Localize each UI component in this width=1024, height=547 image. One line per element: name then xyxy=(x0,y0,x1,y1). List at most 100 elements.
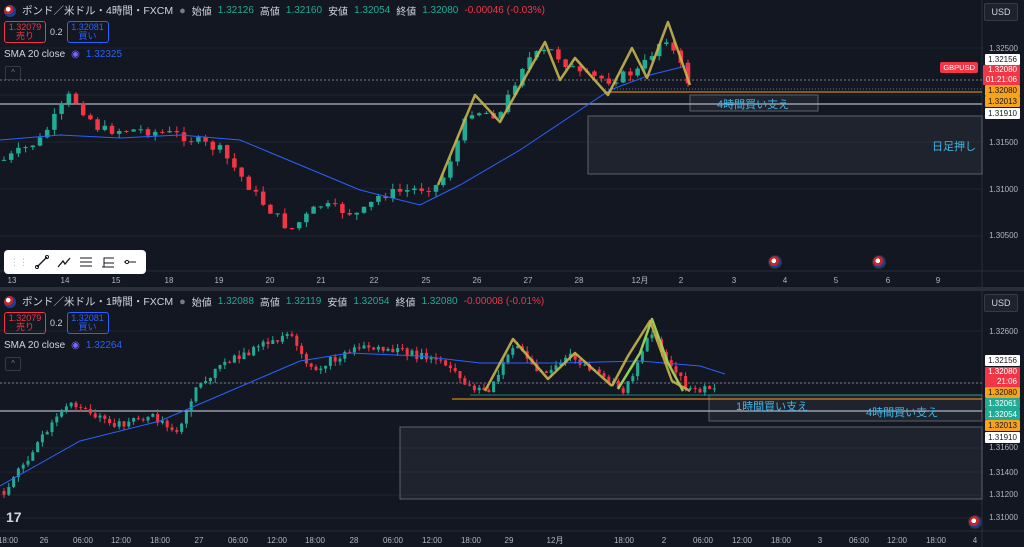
candle-body xyxy=(165,420,169,428)
candle-body xyxy=(656,43,662,57)
candle-body xyxy=(40,434,44,443)
sma-legend[interactable]: SMA 20 close ◉ 1.32325 xyxy=(4,49,122,60)
candle-body xyxy=(440,177,446,186)
symbol-title[interactable]: ポンド／米ドル・4時間・FXCM xyxy=(22,5,174,17)
sell-button[interactable]: 1.32079 売り xyxy=(4,312,46,334)
candle-body xyxy=(693,387,697,389)
candle-body xyxy=(404,190,410,192)
candle-body xyxy=(328,357,332,366)
candle-body xyxy=(64,406,68,411)
legend-1h: ポンド／米ドル・1時間・FXCM ● 始値 1.32088 高値 1.32119 安… xyxy=(4,294,544,309)
x-tick: 06:00 xyxy=(73,536,94,545)
currency-button[interactable]: USD xyxy=(984,294,1018,312)
candle-body xyxy=(368,201,374,207)
x-tick: 12:00 xyxy=(422,536,443,545)
candle-body xyxy=(98,415,102,418)
drag-handle-icon[interactable]: ⋮⋮ xyxy=(10,256,28,267)
chart-pane-4h[interactable]: 13 14 15 18 19 20 21 22 25 26 27 28 12月 2 3 4 5 6 9 ポンド／米ド… xyxy=(0,0,1024,287)
sell-label: 売り xyxy=(15,322,34,332)
buy-button[interactable]: 1.32081 買い xyxy=(66,21,109,43)
sma-legend[interactable]: SMA 20 close ◉ 1.32264 xyxy=(4,340,122,351)
fib-icon[interactable] xyxy=(78,254,94,270)
zone-box xyxy=(689,94,819,112)
sell-price: 1.32079 xyxy=(8,313,42,323)
candle-body xyxy=(188,141,194,143)
candle-body xyxy=(511,348,515,355)
wave-drawing xyxy=(610,319,691,393)
collapse-legend-icon[interactable]: ^ xyxy=(5,66,21,80)
candle-body xyxy=(616,380,620,389)
symbol-tag: GBPUSD xyxy=(940,62,978,73)
collapse-legend-icon[interactable]: ^ xyxy=(5,357,21,371)
x-tick: 12:00 xyxy=(732,536,753,545)
candle-body xyxy=(16,468,20,478)
event-flag-icon[interactable] xyxy=(768,255,782,269)
candle-body xyxy=(184,411,188,424)
candle-body xyxy=(433,185,439,192)
candle-body xyxy=(396,348,400,353)
horizontal-line-icon[interactable] xyxy=(122,254,138,270)
candle-body xyxy=(340,203,345,213)
candle-body xyxy=(296,222,302,229)
candle-body xyxy=(564,357,568,363)
wave-drawing xyxy=(483,337,613,392)
trend-line-icon[interactable] xyxy=(34,254,50,270)
bar-countdown: 01:21:06 xyxy=(985,75,1017,84)
sell-button[interactable]: 1.32079 売り xyxy=(4,21,46,43)
event-flag-icon[interactable] xyxy=(872,255,886,269)
candle-body xyxy=(620,71,626,83)
chart-pane-1h[interactable]: 18:00 26 06:00 12:00 18:00 27 06:00 12:00 18:00 2… xyxy=(0,291,1024,547)
event-flag-icon[interactable] xyxy=(968,515,982,529)
candle-body xyxy=(362,345,366,349)
candle-body xyxy=(146,416,150,421)
symbol-title[interactable]: ポンド／米ドル・1時間・FXCM xyxy=(22,296,174,308)
candle-body xyxy=(175,429,179,432)
candle-body xyxy=(606,78,612,84)
candle-body xyxy=(295,335,299,346)
candle-body xyxy=(613,82,619,84)
pitchfork-icon[interactable] xyxy=(100,254,116,270)
chart-canvas-1h[interactable]: 18:00 26 06:00 12:00 18:00 27 06:00 12:00 18:00 2… xyxy=(0,291,1024,547)
candle-body xyxy=(650,334,654,339)
currency-button[interactable]: USD xyxy=(984,3,1018,21)
candle-body xyxy=(376,346,380,350)
candle-body xyxy=(642,59,648,69)
candle-body xyxy=(112,423,116,427)
candle-body xyxy=(570,66,576,68)
candle-body xyxy=(397,189,403,192)
x-tick: 06:00 xyxy=(693,536,714,545)
x-tick: 28 xyxy=(575,276,584,285)
candle-body xyxy=(463,378,467,385)
ray-line-icon[interactable] xyxy=(56,254,72,270)
sma-settings-icon[interactable]: ◉ xyxy=(71,340,80,351)
candle-body xyxy=(138,129,144,131)
x-tick: 9 xyxy=(936,276,941,285)
candle-body xyxy=(268,204,273,214)
candle-body xyxy=(520,69,525,86)
candle-body xyxy=(688,387,692,389)
buy-button[interactable]: 1.32081 買い xyxy=(66,312,109,334)
candle-body xyxy=(556,49,561,60)
zone-label-daily: 日足押し xyxy=(932,141,976,153)
candle-body xyxy=(505,94,511,113)
sma-settings-icon[interactable]: ◉ xyxy=(71,49,80,60)
x-tick: 27 xyxy=(524,276,533,285)
candle-body xyxy=(232,355,236,363)
candle-body xyxy=(108,419,112,424)
candle-body xyxy=(424,352,428,360)
candle-body xyxy=(415,350,419,360)
candle-body xyxy=(671,42,676,51)
sma-value: 1.32264 xyxy=(85,340,123,351)
candle-body xyxy=(444,360,448,366)
candle-body xyxy=(381,346,385,351)
chart-canvas-4h[interactable]: 13 14 15 18 19 20 21 22 25 26 27 28 12月 2 3 4 5 6 9 xyxy=(0,0,1024,287)
change-value: -0.00008 (-0.01%) xyxy=(463,296,545,307)
candle-body xyxy=(332,203,338,205)
candle-body xyxy=(36,442,40,453)
candle-body xyxy=(122,421,126,427)
candle-body xyxy=(628,71,633,76)
candle-body xyxy=(338,358,342,362)
candle-body xyxy=(2,491,6,495)
candle-body xyxy=(160,420,164,423)
pane-divider[interactable] xyxy=(0,287,1024,291)
